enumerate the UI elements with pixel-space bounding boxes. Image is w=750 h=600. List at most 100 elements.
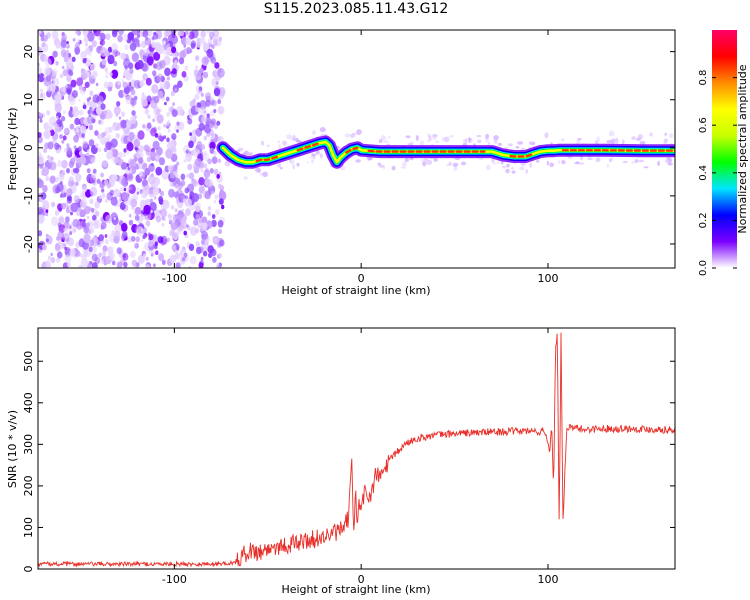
ridge-halo-speckle [449, 135, 454, 138]
noise-speckle [209, 31, 215, 39]
noise-speckle [136, 191, 140, 195]
ridge-halo-speckle [424, 158, 429, 162]
noise-speckle [42, 200, 50, 209]
noise-speckle [182, 198, 188, 204]
noise-speckle [113, 105, 121, 116]
ridge-halo-speckle [609, 158, 612, 163]
noise-speckle [85, 189, 92, 198]
noise-speckle [82, 104, 87, 110]
noise-speckle [170, 205, 175, 210]
spectrogram-frame [37, 29, 676, 269]
noise-speckle [200, 30, 206, 38]
noise-speckle [38, 156, 42, 161]
noise-speckle [83, 251, 88, 258]
noise-speckle [45, 209, 49, 213]
noise-speckle [127, 187, 130, 191]
noise-speckle [213, 151, 217, 156]
noise-speckle [113, 188, 121, 198]
noise-speckle [192, 147, 200, 157]
colorbar-gradient [712, 30, 737, 268]
ridge-halo-speckle [282, 140, 287, 146]
noise-speckle [198, 185, 205, 194]
noise-speckle [124, 44, 129, 51]
noise-speckle [54, 243, 61, 252]
ridge-halo-speckle [259, 172, 263, 176]
ridge-halo-speckle [461, 161, 466, 166]
noise-speckle [75, 173, 82, 182]
noise-speckle [44, 58, 52, 67]
noise-speckle [216, 265, 221, 268]
noise-speckle [213, 168, 219, 176]
ridge-halo-speckle [587, 157, 593, 161]
ridge-halo-speckle [606, 164, 610, 168]
noise-speckle [172, 136, 175, 140]
noise-speckle [164, 101, 167, 106]
noise-speckle [93, 220, 99, 229]
noise-speckle [69, 248, 76, 257]
noise-speckle [185, 153, 193, 162]
noise-speckle [123, 261, 128, 268]
noise-speckle [75, 128, 80, 134]
noise-speckle [213, 200, 217, 204]
noise-speckle [123, 58, 131, 68]
noise-speckle [129, 116, 136, 125]
noise-speckle [121, 231, 128, 239]
x-tick-label: -100 [162, 272, 187, 285]
noise-speckle [73, 168, 77, 174]
noise-speckle [155, 250, 159, 255]
noise-speckle [66, 74, 72, 83]
ridge-halo-speckle [378, 139, 383, 144]
y-tick-label: -20 [22, 235, 35, 253]
noise-speckle [207, 211, 211, 216]
noise-speckle [174, 60, 178, 65]
noise-speckle [122, 152, 127, 158]
noise-speckle [92, 179, 95, 184]
noise-speckle [191, 30, 199, 39]
noise-speckle [198, 246, 204, 254]
noise-speckle [71, 90, 78, 99]
noise-speckle [195, 55, 200, 61]
noise-speckle [45, 175, 50, 182]
noise-speckle [155, 61, 163, 71]
noise-speckle [215, 209, 220, 215]
ridge-halo-speckle [519, 166, 525, 171]
noise-speckle [94, 130, 99, 136]
noise-speckle [68, 160, 75, 168]
noise-speckle [176, 65, 180, 70]
noise-speckle [91, 262, 98, 268]
noise-speckle [81, 72, 88, 81]
noise-speckle [79, 87, 86, 95]
noise-speckle [64, 248, 72, 257]
noise-speckle [215, 81, 219, 86]
noise-speckle [66, 196, 73, 204]
noise-region [38, 30, 227, 268]
noise-speckle [73, 195, 80, 203]
noise-speckle [158, 198, 164, 205]
noise-speckle [183, 230, 187, 236]
ridge-halo-speckle [391, 165, 396, 171]
x-tick-label: 0 [358, 272, 365, 285]
noise-speckle [83, 225, 90, 234]
noise-speckle [102, 245, 108, 252]
noise-speckle [100, 103, 106, 110]
noise-speckle [109, 150, 113, 156]
noise-speckle [199, 67, 204, 74]
ridge-halo-speckle [452, 162, 459, 167]
noise-speckle [38, 206, 44, 215]
noise-speckle [133, 138, 141, 148]
ridge-peak-segment [367, 149, 486, 153]
noise-speckle [63, 192, 67, 198]
noise-speckle [120, 52, 126, 60]
noise-speckle [171, 73, 174, 77]
noise-speckle [141, 92, 145, 97]
ridge-halo-speckle [286, 134, 293, 140]
noise-speckle [82, 58, 87, 64]
noise-speckle [47, 255, 52, 260]
colorbar-ticks: 0.0 0.2 0.4 0.6 0.8 [698, 70, 737, 276]
noise-speckle [207, 205, 212, 211]
noise-speckle [190, 129, 197, 138]
noise-speckle [164, 67, 171, 77]
noise-speckle [189, 255, 197, 265]
noise-speckle [163, 135, 166, 140]
